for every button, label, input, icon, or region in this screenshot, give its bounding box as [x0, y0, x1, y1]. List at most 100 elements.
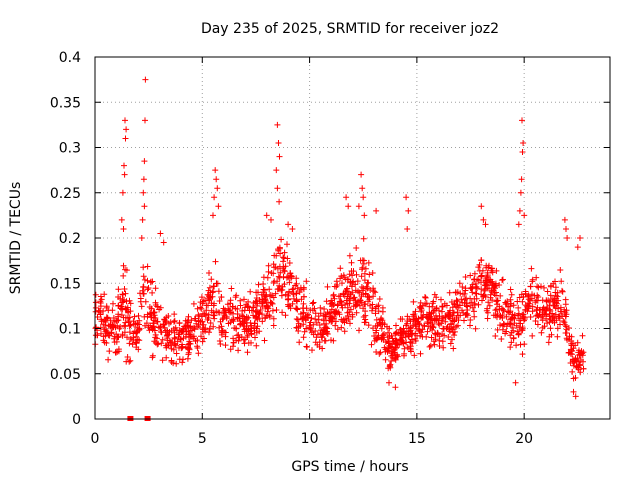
data-point [234, 311, 241, 317]
data-point [479, 297, 485, 304]
data-point [122, 305, 129, 312]
data-point [98, 330, 104, 337]
data-point [92, 308, 99, 315]
data-point [397, 326, 404, 333]
data-point-outlier [563, 226, 569, 232]
data-point [326, 310, 333, 317]
data-point [471, 308, 477, 315]
data-point [561, 306, 568, 313]
data-point [328, 318, 335, 325]
data-point [501, 321, 508, 328]
data-point [387, 361, 394, 368]
data-point [244, 349, 251, 356]
data-point [433, 294, 440, 301]
data-point [338, 302, 345, 309]
data-point [433, 305, 440, 311]
data-point [434, 331, 441, 338]
data-point [292, 282, 299, 289]
data-point [176, 344, 182, 351]
data-point [456, 280, 463, 287]
data-point [381, 331, 388, 337]
data-point [334, 282, 341, 288]
data-point [483, 281, 490, 288]
data-point-outlier [215, 203, 222, 210]
data-point [309, 300, 316, 307]
data-point [149, 278, 156, 285]
data-point [286, 260, 293, 266]
data-point [454, 309, 461, 316]
data-point [144, 263, 151, 270]
data-point [410, 298, 417, 305]
data-point [324, 325, 331, 332]
data-point [419, 326, 426, 333]
data-point [345, 276, 352, 283]
data-point [541, 323, 548, 330]
data-point [195, 322, 202, 328]
data-point [218, 294, 225, 300]
data-point [431, 341, 438, 348]
data-point [370, 293, 377, 300]
data-point [541, 284, 547, 291]
data-point [97, 293, 104, 300]
data-point [402, 334, 409, 340]
data-point [504, 308, 511, 315]
data-point [478, 279, 484, 286]
data-point [162, 329, 169, 336]
data-point [365, 259, 372, 266]
data-point [312, 339, 319, 346]
data-point [394, 353, 401, 360]
data-point [562, 301, 569, 308]
data-point [152, 299, 159, 306]
data-point [287, 270, 294, 277]
data-point [378, 325, 385, 332]
data-point-outlier [358, 171, 365, 178]
data-point [338, 324, 345, 331]
data-point [241, 340, 248, 347]
data-point [559, 287, 565, 294]
data-point [459, 299, 466, 306]
data-point [373, 327, 380, 334]
data-point [515, 304, 522, 311]
data-point [439, 308, 445, 315]
data-point-outlier [141, 158, 148, 165]
data-point [110, 300, 116, 307]
data-point [572, 355, 579, 362]
data-point [339, 280, 345, 287]
data-point [552, 299, 559, 306]
data-point [535, 294, 542, 300]
data-point-outlier [405, 207, 412, 214]
data-point [149, 289, 156, 296]
data-point [141, 276, 148, 283]
data-point [454, 322, 461, 329]
data-point [199, 318, 206, 325]
data-point [165, 342, 172, 348]
data-point [426, 343, 433, 350]
data-point [558, 278, 565, 285]
data-point [103, 315, 110, 322]
data-point [209, 289, 216, 296]
data-point [122, 314, 129, 321]
data-point [405, 333, 412, 340]
data-point [361, 277, 368, 284]
data-point [365, 279, 372, 286]
data-point [440, 325, 447, 332]
data-point [108, 323, 114, 330]
data-point [293, 324, 300, 331]
y-tick-label: 0 [72, 412, 81, 428]
data-point [453, 297, 460, 304]
data-point [106, 348, 113, 355]
data-point [457, 312, 464, 319]
data-point [362, 301, 369, 308]
data-point [547, 282, 554, 289]
data-point [346, 309, 353, 315]
data-point [469, 289, 476, 296]
data-point [556, 315, 563, 322]
data-point [158, 340, 165, 347]
data-point [365, 322, 372, 329]
data-point [517, 320, 524, 327]
data-point [362, 319, 369, 326]
data-point-outlier [285, 221, 292, 228]
data-point [490, 312, 497, 319]
data-point [386, 338, 392, 345]
